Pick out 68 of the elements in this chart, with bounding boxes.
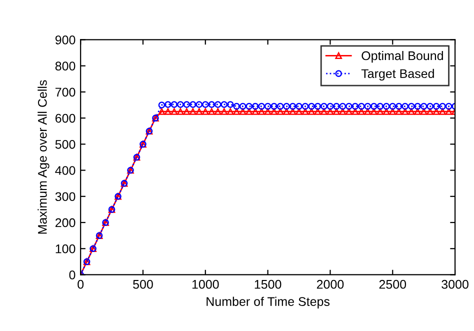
- point: [432, 108, 440, 115]
- y-tick-label: 0: [69, 270, 76, 280]
- point: [289, 108, 296, 115]
- point: [190, 108, 196, 115]
- point: [402, 108, 409, 115]
- point: [408, 108, 415, 115]
- point: [196, 108, 203, 115]
- y-axis-title: Maximum Age over All Cells: [38, 80, 50, 234]
- legend-label: Optimal Bound: [362, 50, 443, 63]
- point: [314, 108, 322, 115]
- x-tick-label: 1500: [254, 280, 282, 289]
- point: [389, 108, 396, 115]
- point: [208, 108, 216, 115]
- point: [376, 108, 384, 115]
- x-tick-label: 2500: [379, 280, 406, 289]
- y-tick-label: 400: [55, 166, 76, 175]
- point: [364, 108, 372, 115]
- legend-label: Target Based: [361, 68, 434, 81]
- y-tick-label: 900: [55, 36, 76, 44]
- point: [177, 108, 184, 115]
- point: [214, 108, 222, 115]
- point: [395, 108, 402, 115]
- x-axis-title: Number of Time Steps: [206, 296, 330, 308]
- point: [258, 108, 265, 115]
- point: [239, 108, 246, 115]
- point: [308, 108, 315, 115]
- point: [326, 108, 334, 115]
- point: [370, 108, 378, 115]
- point: [158, 108, 166, 115]
- point: [420, 108, 428, 115]
- point: [264, 108, 272, 115]
- point: [226, 108, 234, 115]
- point: [339, 108, 346, 115]
- point: [183, 108, 190, 115]
- point: [276, 108, 284, 115]
- point: [445, 108, 452, 115]
- point: [358, 108, 365, 115]
- point: [220, 108, 228, 115]
- y-tick-label: 800: [55, 62, 76, 70]
- y-tick-label: 200: [55, 218, 76, 228]
- point: [170, 108, 178, 115]
- point: [320, 108, 328, 115]
- point: [302, 108, 309, 115]
- x-tick-label: 2000: [316, 280, 344, 289]
- x-tick-label: 1000: [192, 280, 219, 289]
- y-tick-label: 700: [56, 88, 76, 97]
- point: [382, 108, 390, 115]
- point: [426, 108, 434, 115]
- y-tick-label: 100: [56, 244, 76, 254]
- point: [202, 108, 209, 115]
- point: [439, 108, 446, 115]
- point: [414, 108, 421, 115]
- x-tick-label: 3000: [442, 280, 468, 289]
- point: [352, 108, 359, 115]
- y-tick-label: 600: [56, 114, 76, 123]
- point: [346, 108, 352, 115]
- point: [296, 108, 302, 115]
- point: [283, 108, 290, 115]
- point: [233, 108, 240, 115]
- x-tick-label: 0: [78, 280, 84, 289]
- point: [246, 108, 252, 115]
- point: [333, 108, 340, 115]
- point: [252, 108, 259, 115]
- point: [164, 108, 172, 115]
- y-tick-label: 500: [55, 140, 76, 149]
- point: [270, 108, 278, 115]
- y-tick-label: 300: [55, 192, 76, 202]
- x-tick-label: 500: [133, 280, 153, 289]
